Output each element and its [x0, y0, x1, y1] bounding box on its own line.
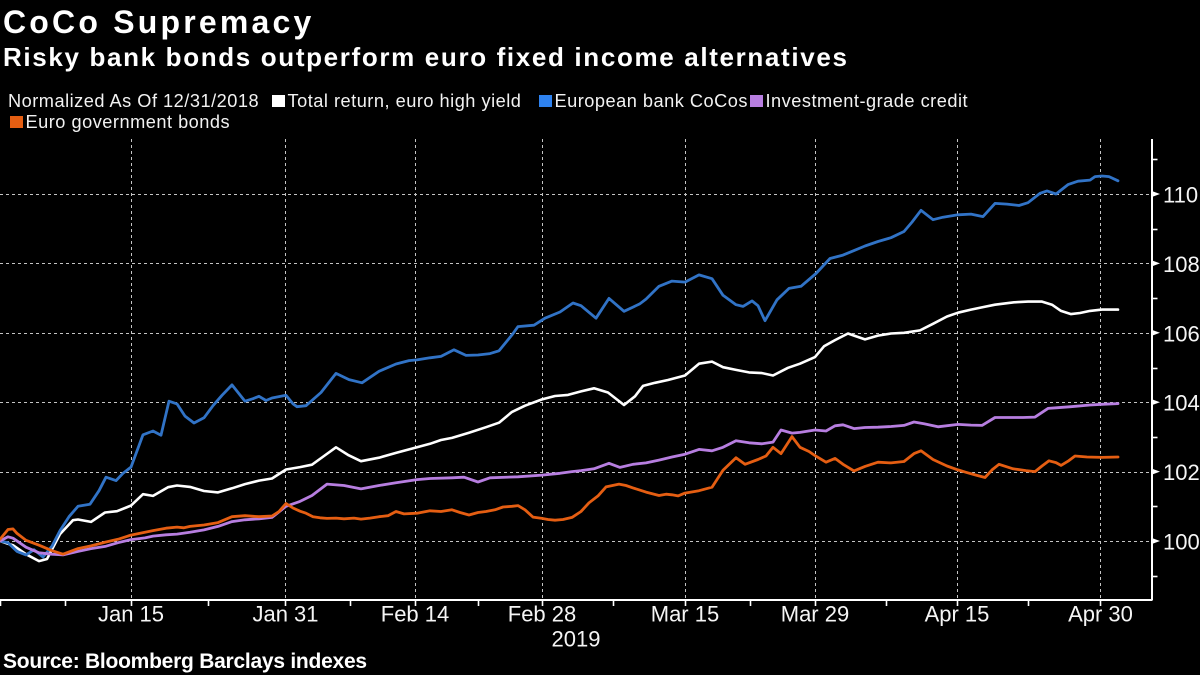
svg-text:110: 110	[1163, 183, 1198, 208]
svg-text:102: 102	[1163, 460, 1200, 485]
svg-text:Apr 30: Apr 30	[1068, 602, 1133, 627]
svg-text:106: 106	[1163, 321, 1200, 346]
svg-text:Jan 15: Jan 15	[98, 602, 164, 627]
svg-text:Mar 29: Mar 29	[781, 602, 849, 627]
svg-text:100: 100	[1163, 530, 1200, 555]
svg-text:Jan 31: Jan 31	[252, 602, 318, 627]
svg-text:104: 104	[1163, 391, 1200, 416]
svg-text:Mar 15: Mar 15	[651, 602, 719, 627]
svg-text:Feb 14: Feb 14	[381, 602, 450, 627]
svg-text:2019: 2019	[552, 627, 601, 652]
svg-text:Feb 28: Feb 28	[508, 602, 577, 627]
svg-text:108: 108	[1163, 252, 1200, 277]
svg-text:Apr 15: Apr 15	[925, 602, 990, 627]
